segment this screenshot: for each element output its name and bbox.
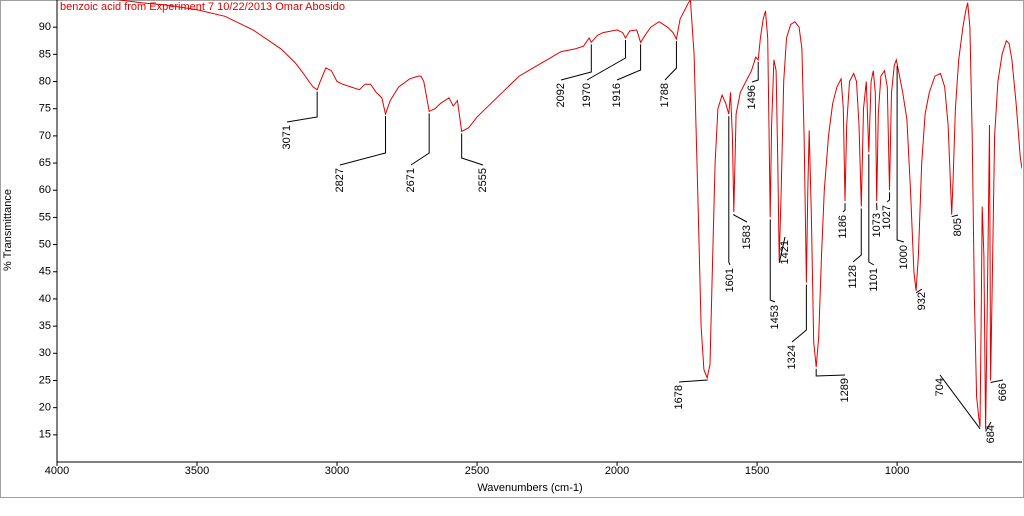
- y-tick-label: 60: [39, 184, 51, 196]
- x-tick-label: 3000: [325, 465, 349, 477]
- peak-leader: [561, 44, 591, 80]
- peak-leader: [617, 44, 641, 80]
- peak-label: 1496: [746, 85, 758, 109]
- peak-label: 1101: [868, 268, 880, 292]
- y-axis-label: % Transmittance: [2, 189, 14, 271]
- peak-label: 805: [952, 218, 964, 236]
- x-tick-label: 2000: [605, 465, 629, 477]
- y-tick-label: 15: [39, 429, 51, 441]
- peak-leader: [587, 40, 625, 80]
- peak-leader: [853, 209, 861, 262]
- peak-label: 1453: [769, 305, 781, 329]
- peak-label: 684: [985, 425, 997, 443]
- y-tick-label: 30: [39, 347, 51, 359]
- peak-leader: [734, 214, 747, 222]
- y-tick-label: 20: [39, 402, 51, 414]
- peak-label: 1324: [786, 345, 798, 369]
- y-tick-label: 35: [39, 320, 51, 332]
- peak-label: 2555: [477, 168, 489, 192]
- peak-leader: [665, 41, 676, 80]
- x-tick-label: 1000: [885, 465, 909, 477]
- x-tick-label: 2500: [465, 465, 489, 477]
- peak-label: 932: [916, 292, 928, 310]
- y-tick-label: 85: [39, 48, 51, 60]
- peak-leader: [887, 192, 890, 202]
- y-tick-label: 70: [39, 130, 51, 142]
- peak-leader: [770, 219, 775, 302]
- window-frame: [1, 1, 1024, 498]
- peak-leader: [340, 116, 385, 165]
- peak-label: 1128: [847, 265, 859, 289]
- x-tick-label: 3500: [185, 465, 209, 477]
- peak-leader: [816, 369, 845, 376]
- peak-label: 666: [997, 383, 1009, 401]
- peak-label: 1678: [673, 385, 685, 409]
- y-tick-label: 50: [39, 238, 51, 250]
- peak-leader: [952, 215, 958, 217]
- peak-leader: [869, 154, 874, 265]
- peak-label: 1186: [837, 215, 849, 239]
- y-tick-label: 65: [39, 157, 51, 169]
- y-tick-label: 75: [39, 103, 51, 115]
- peak-label: 2671: [405, 168, 417, 192]
- peak-label: 1000: [898, 245, 910, 269]
- y-tick-label: 55: [39, 211, 51, 223]
- peak-leader: [462, 134, 483, 165]
- peak-label: 1788: [659, 83, 671, 107]
- peak-label: 1916: [611, 83, 623, 107]
- peak-leader: [679, 380, 707, 382]
- peak-label: 1027: [881, 205, 893, 229]
- x-tick-label: 1500: [745, 465, 769, 477]
- y-tick-label: 40: [39, 293, 51, 305]
- x-tick-label: 4000: [45, 465, 69, 477]
- peak-label: 2827: [334, 168, 346, 192]
- peak-label: 2092: [555, 83, 567, 107]
- peak-label: 3071: [281, 125, 293, 149]
- peak-label: 704: [934, 378, 946, 396]
- y-tick-label: 90: [39, 21, 51, 33]
- y-tick-label: 25: [39, 374, 51, 386]
- peak-label: 1289: [839, 378, 851, 402]
- y-tick-label: 45: [39, 266, 51, 278]
- peak-leader: [991, 380, 1003, 382]
- peak-label: 1970: [581, 83, 593, 107]
- peak-leader: [843, 203, 845, 212]
- peak-leader: [729, 116, 730, 265]
- peak-leader: [940, 375, 980, 429]
- peak-leader: [287, 92, 317, 122]
- peak-label: 1583: [741, 225, 753, 249]
- peak-label: 1601: [724, 268, 736, 292]
- x-axis-label: Wavenumbers (cm-1): [477, 482, 582, 494]
- peak-label: 1421: [779, 240, 791, 264]
- peak-leader: [411, 113, 429, 165]
- y-tick-label: 80: [39, 75, 51, 87]
- peak-leader: [792, 285, 806, 342]
